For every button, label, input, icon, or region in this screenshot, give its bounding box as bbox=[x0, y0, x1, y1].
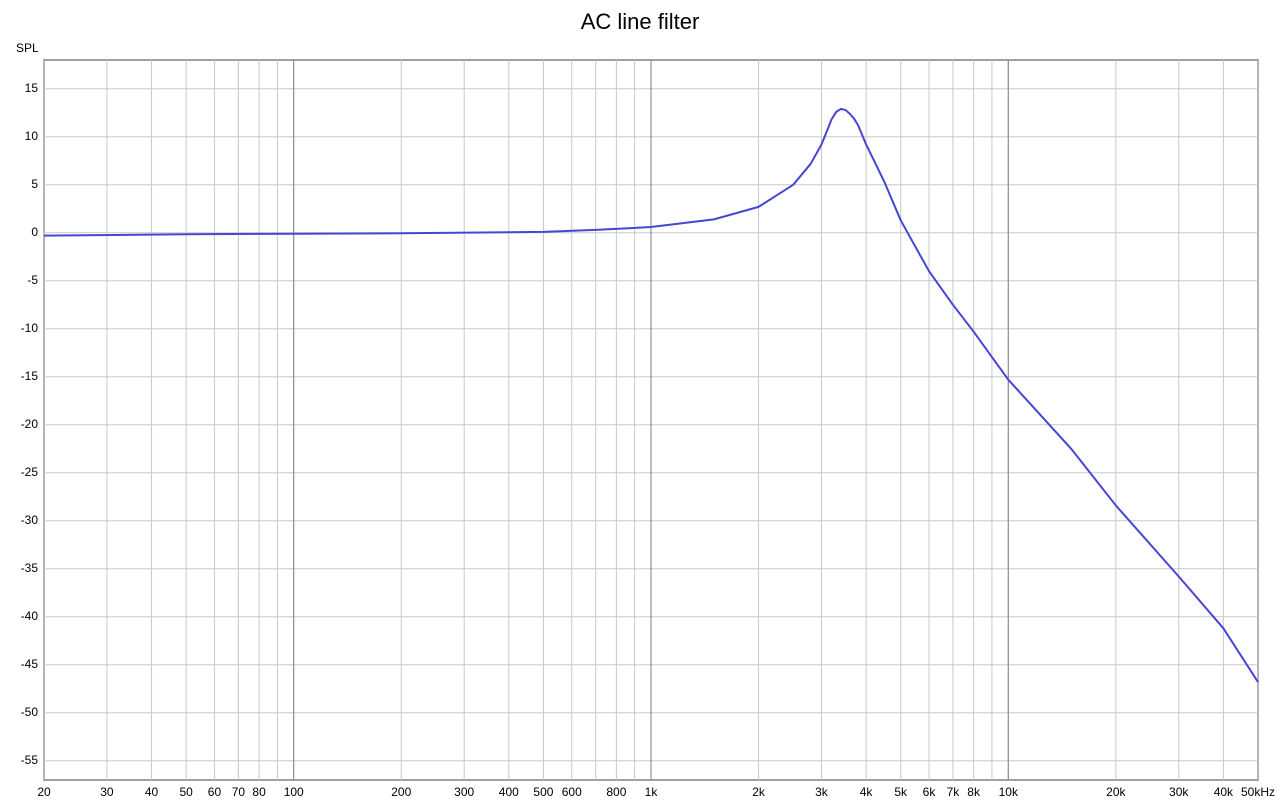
x-tick-label: 30k bbox=[1169, 785, 1189, 799]
x-tick-label: 600 bbox=[562, 785, 582, 799]
y-tick-label: -20 bbox=[21, 417, 39, 431]
x-tick-label: 3k bbox=[815, 785, 829, 799]
y-tick-label: -35 bbox=[21, 561, 39, 575]
x-tick-label: 20 bbox=[37, 785, 51, 799]
y-tick-label: -55 bbox=[21, 753, 39, 767]
x-tick-label: 800 bbox=[606, 785, 626, 799]
y-tick-label: 0 bbox=[31, 225, 38, 239]
y-tick-label: -30 bbox=[21, 513, 39, 527]
x-tick-label: 2k bbox=[752, 785, 766, 799]
y-tick-label: 15 bbox=[25, 81, 39, 95]
x-tick-label: 50kHz bbox=[1241, 785, 1275, 799]
x-tick-label: 70 bbox=[232, 785, 246, 799]
y-tick-label: -40 bbox=[21, 609, 39, 623]
x-tick-label: 300 bbox=[454, 785, 474, 799]
y-tick-label: -50 bbox=[21, 705, 39, 719]
x-tick-label: 60 bbox=[208, 785, 222, 799]
y-tick-label: -5 bbox=[27, 273, 38, 287]
chart-title: AC line filter bbox=[581, 9, 700, 34]
x-tick-label: 6k bbox=[923, 785, 937, 799]
x-tick-label: 200 bbox=[391, 785, 411, 799]
response-line bbox=[43, 107, 1259, 683]
x-tick-label: 500 bbox=[533, 785, 553, 799]
x-tick-label: 8k bbox=[967, 785, 981, 799]
x-tick-label: 40 bbox=[145, 785, 159, 799]
y-tick-label: 5 bbox=[31, 177, 38, 191]
x-tick-label: 4k bbox=[860, 785, 874, 799]
x-tick-label: 50 bbox=[179, 785, 193, 799]
x-tick-label: 40k bbox=[1214, 785, 1234, 799]
y-axis-label: SPL bbox=[16, 41, 39, 55]
x-tick-label: 400 bbox=[499, 785, 519, 799]
x-tick-label: 80 bbox=[252, 785, 266, 799]
x-tick-label: 1k bbox=[645, 785, 659, 799]
x-tick-label: 10k bbox=[999, 785, 1019, 799]
y-tick-label: -45 bbox=[21, 657, 39, 671]
y-tick-label: -15 bbox=[21, 369, 39, 383]
x-tick-label: 7k bbox=[947, 785, 961, 799]
x-tick-label: 20k bbox=[1106, 785, 1126, 799]
x-tick-label: 5k bbox=[894, 785, 908, 799]
x-tick-label: 100 bbox=[284, 785, 304, 799]
y-tick-label: 10 bbox=[25, 129, 39, 143]
x-tick-label: 30 bbox=[100, 785, 114, 799]
y-tick-label: -25 bbox=[21, 465, 39, 479]
y-tick-label: -10 bbox=[21, 321, 39, 335]
